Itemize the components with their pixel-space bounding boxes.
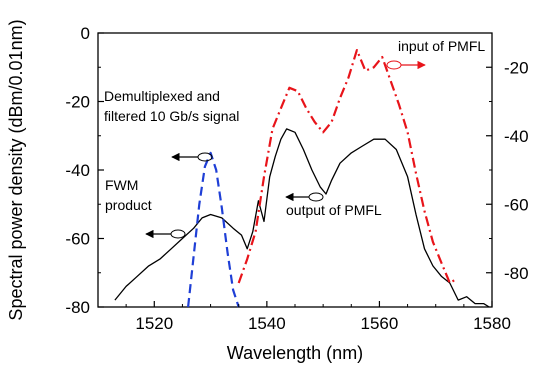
series-line-0: [114, 128, 490, 308]
series-line-1: [187, 151, 240, 308]
blue-axis-marker: [171, 152, 213, 162]
y-left-tick-label-2: -40: [65, 161, 90, 180]
annotation-output: output of PMFL: [286, 202, 382, 218]
series-layer: [114, 48, 490, 308]
x-tick-label-3: 1580: [473, 314, 511, 333]
x-axis-title: Wavelength (nm): [227, 343, 363, 363]
annotation-input: input of PMFL: [398, 38, 485, 54]
y-right-tick-label-0: -20: [504, 58, 529, 77]
y-left-tick-label-1: -20: [65, 93, 90, 112]
y-right-tick-label-3: -80: [504, 264, 529, 283]
series-line-2: [237, 48, 456, 285]
output-axis-marker: [285, 192, 324, 202]
y-left-tick-label-4: -80: [65, 298, 90, 317]
x-tick-label-1: 1540: [248, 314, 286, 333]
annotation-fwm-line2: product: [105, 197, 152, 213]
x-tick-label-2: 1560: [361, 314, 399, 333]
annotation-fwm-line1: FWM: [105, 177, 138, 193]
y-left-tick-label-0: 0: [81, 24, 90, 43]
y-axis-title: Spectral power density (dBm/0.01nm): [6, 19, 26, 320]
y-right-tick-label-1: -40: [504, 127, 529, 146]
y-right-tick-label-2: -60: [504, 195, 529, 214]
annotation-demux-line1: Demultiplexed and: [104, 88, 220, 104]
input-axis-marker: [386, 60, 426, 70]
y-left-tick-label-3: -60: [65, 230, 90, 249]
x-tick-label-0: 1520: [135, 314, 173, 333]
fwm-axis-marker: [145, 229, 186, 239]
annotation-demux-line2: filtered 10 Gb/s signal: [104, 108, 239, 124]
ticks-layer: 1520 1540 1560 1580 0 -20 -40 -60 -80 -20 -40 -60 -8…: [65, 24, 528, 333]
